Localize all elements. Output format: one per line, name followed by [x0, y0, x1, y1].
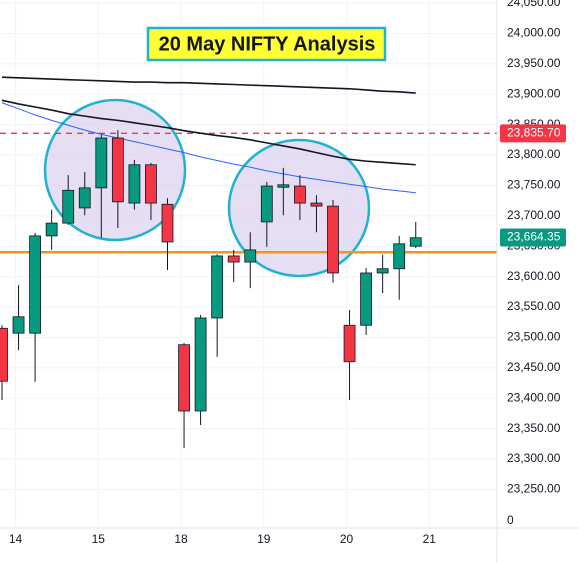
candle-body: [244, 249, 257, 263]
y-tick-label: 24,000.00: [507, 26, 561, 40]
y-tick-label: 23,800.00: [507, 147, 561, 161]
moving-average-line: [1, 102, 416, 194]
price-label-box: [500, 228, 566, 247]
candle-body: [260, 185, 273, 223]
y-tick-label: 23,750.00: [507, 178, 561, 192]
axes: 24,050.00 24,000.00 23,950.00 23,900.00 23,8…: [9, 0, 566, 546]
y-tick-label: 23,400.00: [507, 390, 561, 404]
candle-body: [161, 203, 174, 243]
y-tick-label: 23,550.00: [507, 299, 561, 313]
x-tick-label: 19: [257, 532, 271, 546]
x-tick-label: 15: [92, 532, 106, 546]
candle-body: [376, 268, 389, 274]
chart-title: 20 May NIFTY Analysis: [159, 33, 376, 55]
y-tick-label: 23,250.00: [507, 482, 561, 496]
candle-body: [293, 185, 306, 204]
candle-body: [327, 205, 339, 274]
y-tick-label: 24,050.00: [507, 0, 561, 9]
x-tick-label: 18: [174, 532, 188, 546]
x-tick-label: 21: [423, 532, 437, 546]
candle-body: [95, 137, 108, 189]
plot-area: [0, 76, 497, 449]
candle-body: [12, 316, 25, 334]
y-tick-label: 23,350.00: [507, 421, 561, 435]
price-label-box: [500, 124, 566, 143]
moving-average-line: [1, 76, 416, 94]
price-label: 23,664.35: [507, 230, 561, 244]
candle-body: [310, 202, 323, 207]
candle-body: [277, 184, 290, 188]
title-box: [146, 26, 387, 62]
candle-body: [128, 164, 141, 204]
candle-body: [409, 237, 422, 247]
candle-body: [393, 243, 406, 270]
x-tick-label: 20: [340, 532, 354, 546]
y-tick-label: 23,500.00: [507, 330, 561, 344]
candle-body: [78, 187, 91, 209]
candle-body: [194, 317, 207, 412]
candle-body: [29, 235, 42, 334]
candle-body: [227, 255, 240, 263]
candle-body: [62, 189, 75, 224]
candle-body: [145, 164, 157, 204]
candle-body: [360, 272, 373, 326]
candle-body: [0, 327, 8, 382]
x-tick-label: 14: [9, 532, 23, 546]
candle-body: [343, 324, 356, 363]
y-tick-label: 23,700.00: [507, 208, 561, 222]
y-tick-label: 23,900.00: [507, 86, 561, 100]
y-tick-label: 23,950.00: [507, 56, 561, 70]
price-label: 23,835.70: [507, 126, 561, 140]
y-tick-label: 23,450.00: [507, 360, 561, 374]
y-tick-label: 23,600.00: [507, 269, 561, 283]
candle-body: [211, 255, 224, 319]
candle-body: [178, 344, 190, 412]
candle-body: [111, 137, 124, 203]
moving-average-line: [1, 99, 416, 166]
y-tick-label: 23,300.00: [507, 451, 561, 465]
volume-axis-label: 0: [507, 513, 514, 527]
candle-body: [45, 222, 58, 237]
